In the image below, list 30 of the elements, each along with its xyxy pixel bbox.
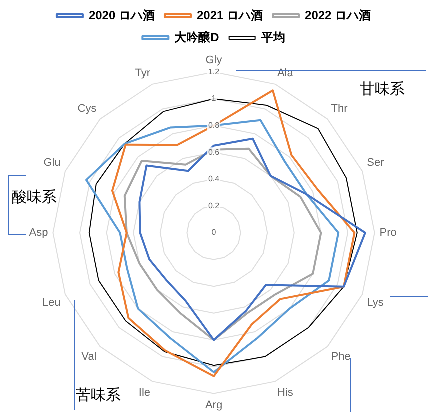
y-tick-label: 0.4 bbox=[208, 174, 220, 184]
spoke-label: Thr bbox=[331, 103, 348, 116]
legend-label: 大吟醸D bbox=[174, 30, 220, 44]
spoke-label: Ile bbox=[138, 386, 151, 399]
spoke-label: Leu bbox=[42, 297, 61, 310]
spoke-label: Lys bbox=[367, 297, 384, 310]
y-tick-label: 0.6 bbox=[208, 148, 220, 157]
text: 甘味系 bbox=[360, 80, 405, 99]
spoke-label: Ser bbox=[367, 156, 385, 169]
spoke-label: Tyr bbox=[135, 67, 151, 80]
y-tick-label: 0.2 bbox=[208, 201, 220, 210]
spoke-label: Pro bbox=[380, 227, 397, 240]
y-tick-label: 1 bbox=[212, 94, 217, 104]
legend-label: 2021 ロハ酒 bbox=[196, 8, 264, 22]
y-tick-label: 1.2 bbox=[208, 67, 220, 76]
text: 苦味系 bbox=[76, 386, 121, 405]
legend-label: 2020 ロハ酒 bbox=[88, 8, 155, 22]
spoke-label: Cys bbox=[78, 103, 98, 116]
text: 酸味系 bbox=[12, 188, 57, 207]
spoke-label: Phe bbox=[331, 350, 351, 363]
spoke-label: Val bbox=[82, 350, 97, 363]
y-tick-label: 0 bbox=[212, 228, 217, 238]
spoke-label: Glu bbox=[44, 156, 61, 169]
y-tick-label: 0.8 bbox=[208, 121, 220, 130]
spoke-label: Gly bbox=[206, 54, 223, 67]
spoke-label: Arg bbox=[205, 399, 223, 412]
spoke-label: His bbox=[277, 386, 294, 399]
legend-label: 2022 ロハ酒 bbox=[305, 8, 372, 22]
legend-label: 平均 bbox=[260, 30, 286, 44]
spoke-label: Asp bbox=[29, 227, 48, 240]
